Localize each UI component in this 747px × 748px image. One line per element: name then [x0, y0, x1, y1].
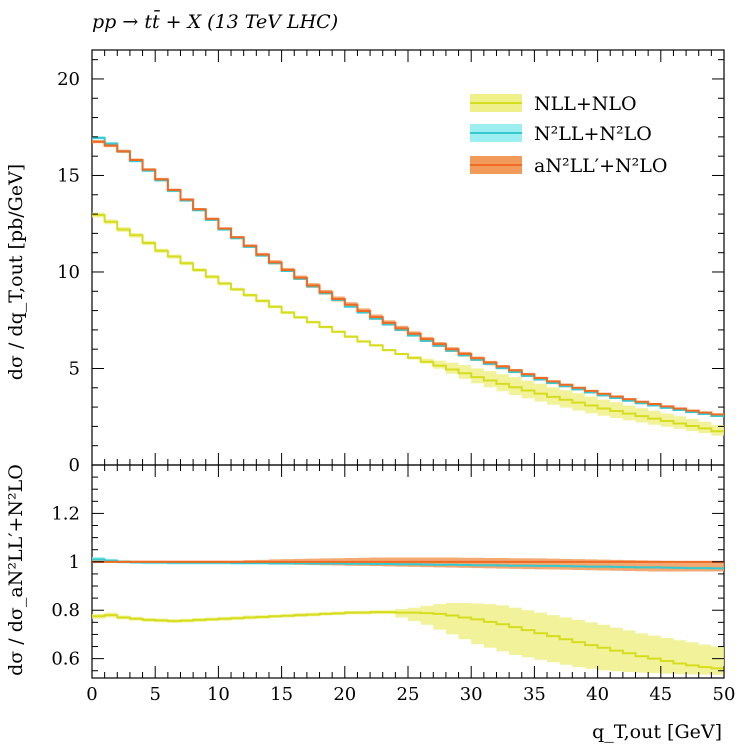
- y-tick-label: 0: [69, 455, 80, 476]
- axes: 0 5 10 15 20 25 30 35 40 45 50 0 5 10 15 20 0.6 0.8 1 1.2: [51, 50, 735, 705]
- legend-label: N²LL+N²LO: [534, 123, 652, 145]
- y-tick-label: 20: [57, 69, 80, 90]
- ratio-band-nll-nlo: [92, 602, 724, 675]
- ratio-y-tick-label: 0.6: [51, 649, 80, 670]
- y-tick-label: 10: [57, 262, 80, 283]
- y-axis-title-main: dσ / dq_T,out [pb/GeV]: [5, 164, 27, 380]
- legend: NLL+NLO N²LL+N²LO aN²LL′+N²LO: [470, 93, 667, 177]
- x-tick-label: 25: [397, 684, 420, 705]
- x-tick-label: 35: [523, 684, 546, 705]
- ratio-y-tick-label: 0.8: [51, 600, 80, 621]
- ratio-y-tick-label: 1: [69, 552, 80, 573]
- x-tick-label: 5: [149, 684, 160, 705]
- x-tick-label: 15: [270, 684, 293, 705]
- x-tick-label: 45: [649, 684, 672, 705]
- legend-entry-nll-nlo: NLL+NLO: [470, 93, 637, 115]
- x-tick-label: 20: [333, 684, 356, 705]
- legend-entry-n2ll-n2lo: N²LL+N²LO: [470, 123, 652, 145]
- x-tick-label: 10: [207, 684, 230, 705]
- band-nll-nlo: [92, 212, 724, 436]
- y-tick-label: 5: [69, 358, 80, 379]
- chart-title: pp → tt̄ + X (13 TeV LHC): [92, 9, 338, 33]
- band-an2ll-n2lo: [92, 140, 724, 417]
- main-series-group: [92, 136, 724, 436]
- x-tick-label: 40: [586, 684, 609, 705]
- main-plot: [92, 136, 724, 436]
- y-axis-title-ratio: dσ / dσ_aN²LL′+N²LO: [5, 464, 27, 676]
- legend-entry-an2ll-n2lo: aN²LL′+N²LO: [470, 155, 667, 177]
- ratio-plot: [92, 556, 724, 675]
- band-n2ll-n2lo: [92, 136, 724, 417]
- ratio-series-group: [92, 556, 724, 675]
- x-axis-title: q_T,out [GeV]: [592, 721, 722, 743]
- line-an2ll-n2lo: [92, 140, 724, 416]
- legend-label: NLL+NLO: [534, 93, 637, 115]
- x-tick-label: 30: [460, 684, 483, 705]
- x-tick-label: 0: [86, 684, 97, 705]
- legend-label: aN²LL′+N²LO: [534, 155, 667, 177]
- x-tick-label: 50: [713, 684, 736, 705]
- ratio-y-tick-label: 1.2: [51, 503, 80, 524]
- y-tick-label: 15: [57, 165, 80, 186]
- ratio-line-nll-nlo: [92, 611, 724, 670]
- line-n2ll-n2lo: [92, 136, 724, 417]
- line-nll-nlo: [92, 214, 724, 433]
